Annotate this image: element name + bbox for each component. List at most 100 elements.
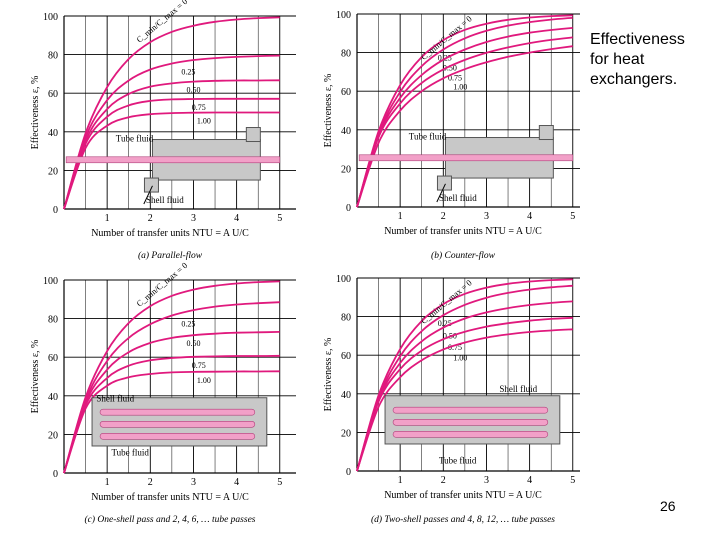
y-tick-label: 80 [341,49,351,60]
tube-pass [392,431,549,438]
series-line-0.75 [356,36,573,208]
y-axis-label: Effectiveness ε, % [30,76,41,150]
series-label: 1.00 [197,376,211,385]
shell-nozzle [538,125,554,141]
x-tick-label: 2 [148,213,153,224]
x-tick-label: 1 [105,213,110,224]
inset-label-shell: Shell fluid [439,193,477,203]
series-line-0.50 [356,27,573,208]
inset-label-shell: Shell fluid [96,394,134,404]
tube-pass [99,433,256,440]
series-line-0.25 [356,17,573,208]
series-label: 1.00 [197,117,211,126]
y-tick-label: 60 [48,89,58,100]
y-tick-label: 40 [341,390,351,401]
y-tick-label: 40 [48,128,58,139]
x-tick-label: 3 [484,475,489,486]
inset-label-shell: Shell fluid [499,384,537,394]
inset-arrow [436,183,446,203]
tube-pass [392,406,549,414]
series-label: 0.25 [181,67,195,76]
series-label: 0.75 [448,73,462,82]
series-line-0 [63,280,280,474]
y-tick-label: 0 [53,205,58,216]
inset-label-tube: Tube fluid [409,131,447,141]
y-tick-label: 40 [48,392,58,403]
inset-schematic: Shell fluid Tube fluid [91,394,268,458]
y-axis-label: Effectiveness ε, % [323,74,334,148]
y-tick-label: 60 [341,87,351,98]
slide-title: Effectiveness for heat exchangers. [590,30,710,90]
series-line-0.25 [63,54,280,210]
series-line-1.00 [356,328,573,472]
x-tick-label: 4 [234,477,239,488]
y-tick-label: 60 [48,353,58,364]
series-line-1.00 [356,45,573,208]
series-label: 1.00 [453,353,467,362]
series-line-0.50 [356,300,573,472]
panel-caption: (a) Parallel-flow [138,250,203,261]
panel-caption: (d) Two-shell passes and 4, 8, 12, … tub… [371,514,555,525]
x-tick-label: 3 [191,213,196,224]
y-tick-label: 100 [336,274,351,285]
y-axis-label: Effectiveness ε, % [323,338,334,412]
param-label: C_min/C_max = 0 [134,0,189,45]
x-tick-label: 5 [570,211,575,222]
series-line-0 [356,14,573,208]
x-tick-label: 2 [148,477,153,488]
x-tick-label: 5 [277,477,282,488]
panel-caption: (c) One-shell pass and 2, 4, 6, … tube p… [85,514,256,525]
x-axis-label: Number of transfer units NTU = A U/C [91,492,249,503]
series-label: 0.75 [192,103,206,112]
y-tick-label: 100 [43,276,58,287]
y-tick-label: 20 [48,166,58,177]
y-tick-label: 0 [346,467,351,478]
y-axis-label: Effectiveness ε, % [30,340,41,414]
shell-nozzle [143,177,159,193]
title-line-3: exchangers. [590,71,678,88]
series-line-1.00 [63,370,280,474]
inset-label-shell: Shell fluid [146,195,184,205]
series-label: 0.50 [187,86,201,95]
chart-panel-3: 0 20 40 60 80 100 1 2 3 4 5 Effectiveness ε, % Numbe… [30,260,296,525]
series-label: 0.75 [448,343,462,352]
series-label: 0.25 [438,319,452,328]
series-label: 0.75 [192,361,206,370]
tube-pass [392,418,549,426]
y-tick-label: 20 [48,430,58,441]
x-tick-label: 4 [527,475,532,486]
series-line-0.25 [63,301,280,474]
panel-caption: (b) Counter-flow [431,250,496,261]
chart-panel-1: 0 20 40 60 80 100 1 2 3 4 5 Effectiveness ε, % Numbe… [30,0,296,261]
tube-pass [99,420,256,428]
title-line-1: Effectiveness [590,31,685,48]
series-label: 0.50 [187,339,201,348]
x-axis-label: Number of transfer units NTU = A U/C [384,226,542,237]
series-line-0 [63,16,280,210]
y-tick-label: 0 [53,469,58,480]
figure-panel: 0 20 40 60 80 100 1 2 3 4 5 Effectiveness ε, % Numbe… [24,0,589,532]
tube-pass [99,408,256,416]
x-tick-label: 1 [398,475,403,486]
inset-schematic: Shell fluid Tube fluid [384,384,561,465]
title-line-2: for heat [590,51,645,68]
inset-label-tube: Tube fluid [439,455,477,465]
x-tick-label: 5 [277,213,282,224]
x-tick-label: 4 [527,211,532,222]
x-tick-label: 3 [484,211,489,222]
y-tick-label: 100 [43,12,58,23]
tube-pipe [358,154,574,162]
series-label: 1.00 [453,82,467,91]
slide-number: 26 [660,498,676,514]
y-tick-label: 80 [48,315,58,326]
param-label: C_min/C_max = 0 [134,260,189,308]
shell-nozzle [245,127,261,143]
inset-schematic: Tube fluid Shell fluid [358,125,574,203]
x-axis-label: Number of transfer units NTU = A U/C [91,228,249,239]
x-tick-label: 2 [441,211,446,222]
x-tick-label: 4 [234,213,239,224]
y-tick-label: 100 [336,10,351,21]
x-tick-label: 3 [191,477,196,488]
series-line-0.75 [63,97,280,210]
